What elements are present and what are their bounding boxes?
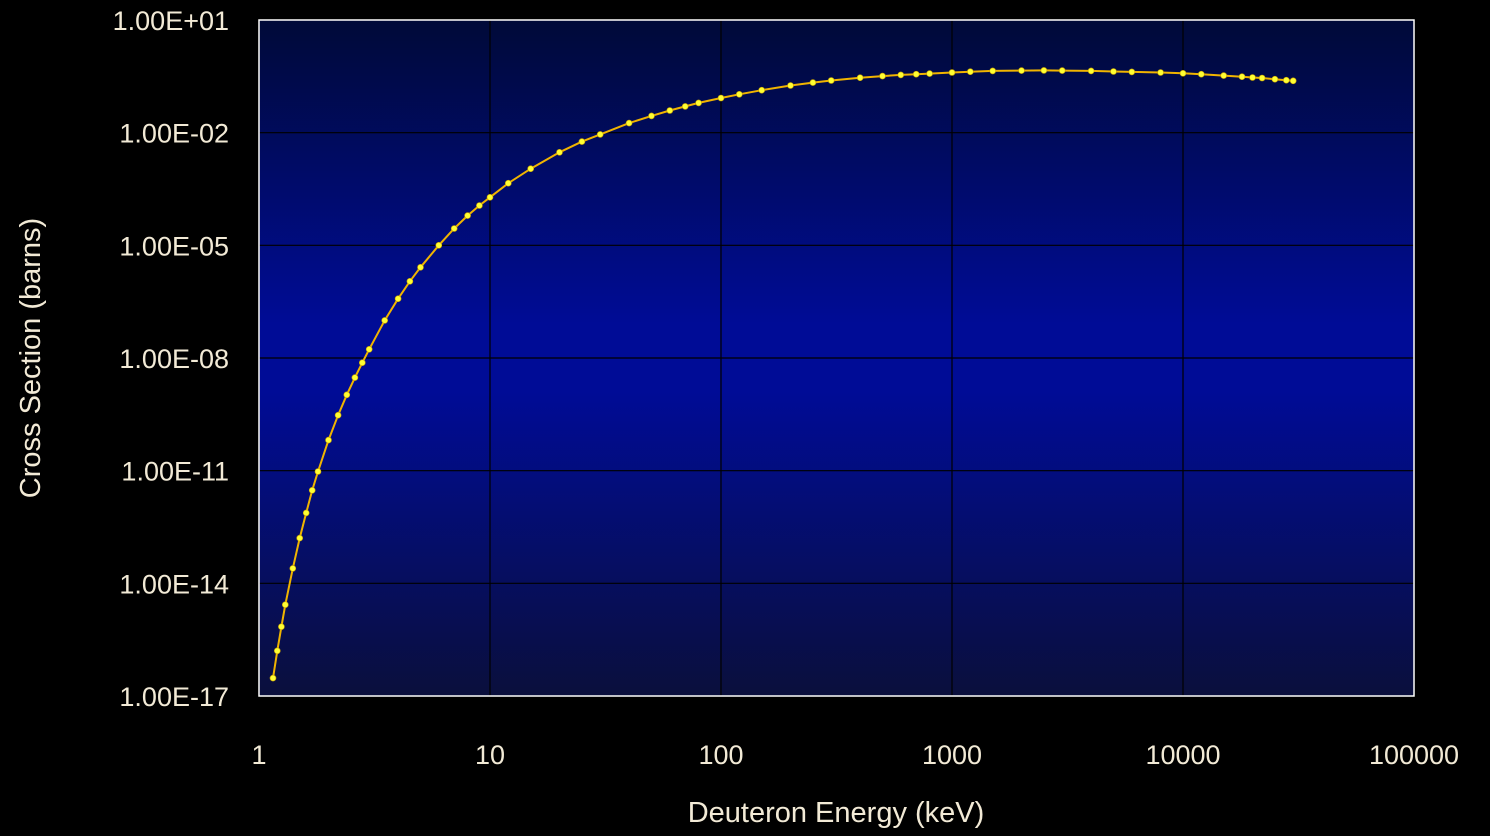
data-point [289,565,297,572]
data-point [464,212,471,219]
data-point [596,131,604,138]
data-point [856,74,864,81]
data-point [681,103,689,110]
data-point [381,317,389,324]
data-point [1249,74,1256,81]
data-point [1258,74,1266,82]
data-point [1283,76,1290,84]
data-point [897,71,905,79]
data-point [365,345,373,353]
data-point [695,99,702,107]
data-point [278,623,285,631]
series-line-layer [272,69,1294,679]
data-point [1018,67,1025,74]
data-point [314,468,322,475]
y-tick-label: 1.00E-05 [119,231,229,261]
y-tick-label: 1.00E-02 [119,119,229,149]
data-point [504,179,512,187]
data-point [966,68,974,75]
data-point [476,202,483,209]
y-tick-label: 1.00E-08 [119,344,229,374]
data-point [302,509,310,517]
data-point [1087,67,1095,75]
x-axis-title: Deuteron Energy (keV) [688,797,985,829]
x-tick-label: 10000 [1145,740,1220,770]
data-point [450,225,458,232]
data-point-layer [269,67,1297,682]
data-point [1040,67,1048,74]
data-point [308,486,316,494]
data-point [296,534,304,542]
y-tick-label: 1.00E-14 [119,569,229,599]
data-point [758,86,766,94]
x-tick-label: 1000 [922,740,982,770]
x-tick-label: 1 [251,740,266,770]
data-point [717,94,725,102]
data-point [343,391,351,399]
series-line [272,69,1294,679]
data-point [1058,67,1066,74]
data-point [827,77,835,84]
data-point [1157,69,1164,76]
data-point [527,165,535,172]
y-tick-labels: 1.00E-17 1.00E-14 1.00E-11 1.00E-08 1.00E-05… [113,6,229,712]
data-point [809,79,817,86]
data-point [879,72,886,80]
data-point [273,647,281,655]
data-point [1179,70,1187,77]
plot-frame [258,19,1415,697]
y-axis-title: Cross Section (barns) [15,218,47,498]
x-tick-label: 100000 [1369,740,1459,770]
data-point [625,119,633,127]
data-point [1289,77,1297,85]
data-point [358,359,366,367]
data-point [666,107,674,114]
y-tick-label: 1.00E+01 [113,6,229,36]
x-tick-labels: 1 10 100 1000 10000 100000 [251,740,1459,770]
data-point [989,67,997,75]
data-point [351,374,359,381]
data-point [325,436,332,444]
x-tick-label: 10 [475,740,505,770]
data-point [787,82,794,89]
data-point [912,70,920,78]
data-point [334,411,342,419]
data-point [556,149,563,156]
data-point [1128,68,1136,76]
data-point [1238,73,1246,80]
data-point [281,601,289,609]
data-point [394,295,402,303]
data-point [1198,70,1205,78]
data-point [269,674,277,682]
data-point [406,277,414,285]
data-point [1110,68,1117,75]
data-point [417,263,424,271]
data-point [486,194,494,201]
data-point [435,242,443,249]
data-point [948,69,956,76]
data-point [926,70,933,77]
x-tick-label: 100 [698,740,743,770]
y-tick-label: 1.00E-11 [121,457,229,487]
y-tick-label: 1.00E-17 [119,682,229,712]
data-point [578,138,586,145]
data-point [1271,75,1279,83]
data-point [735,91,743,98]
data-point [1220,72,1227,79]
data-point [648,112,655,120]
